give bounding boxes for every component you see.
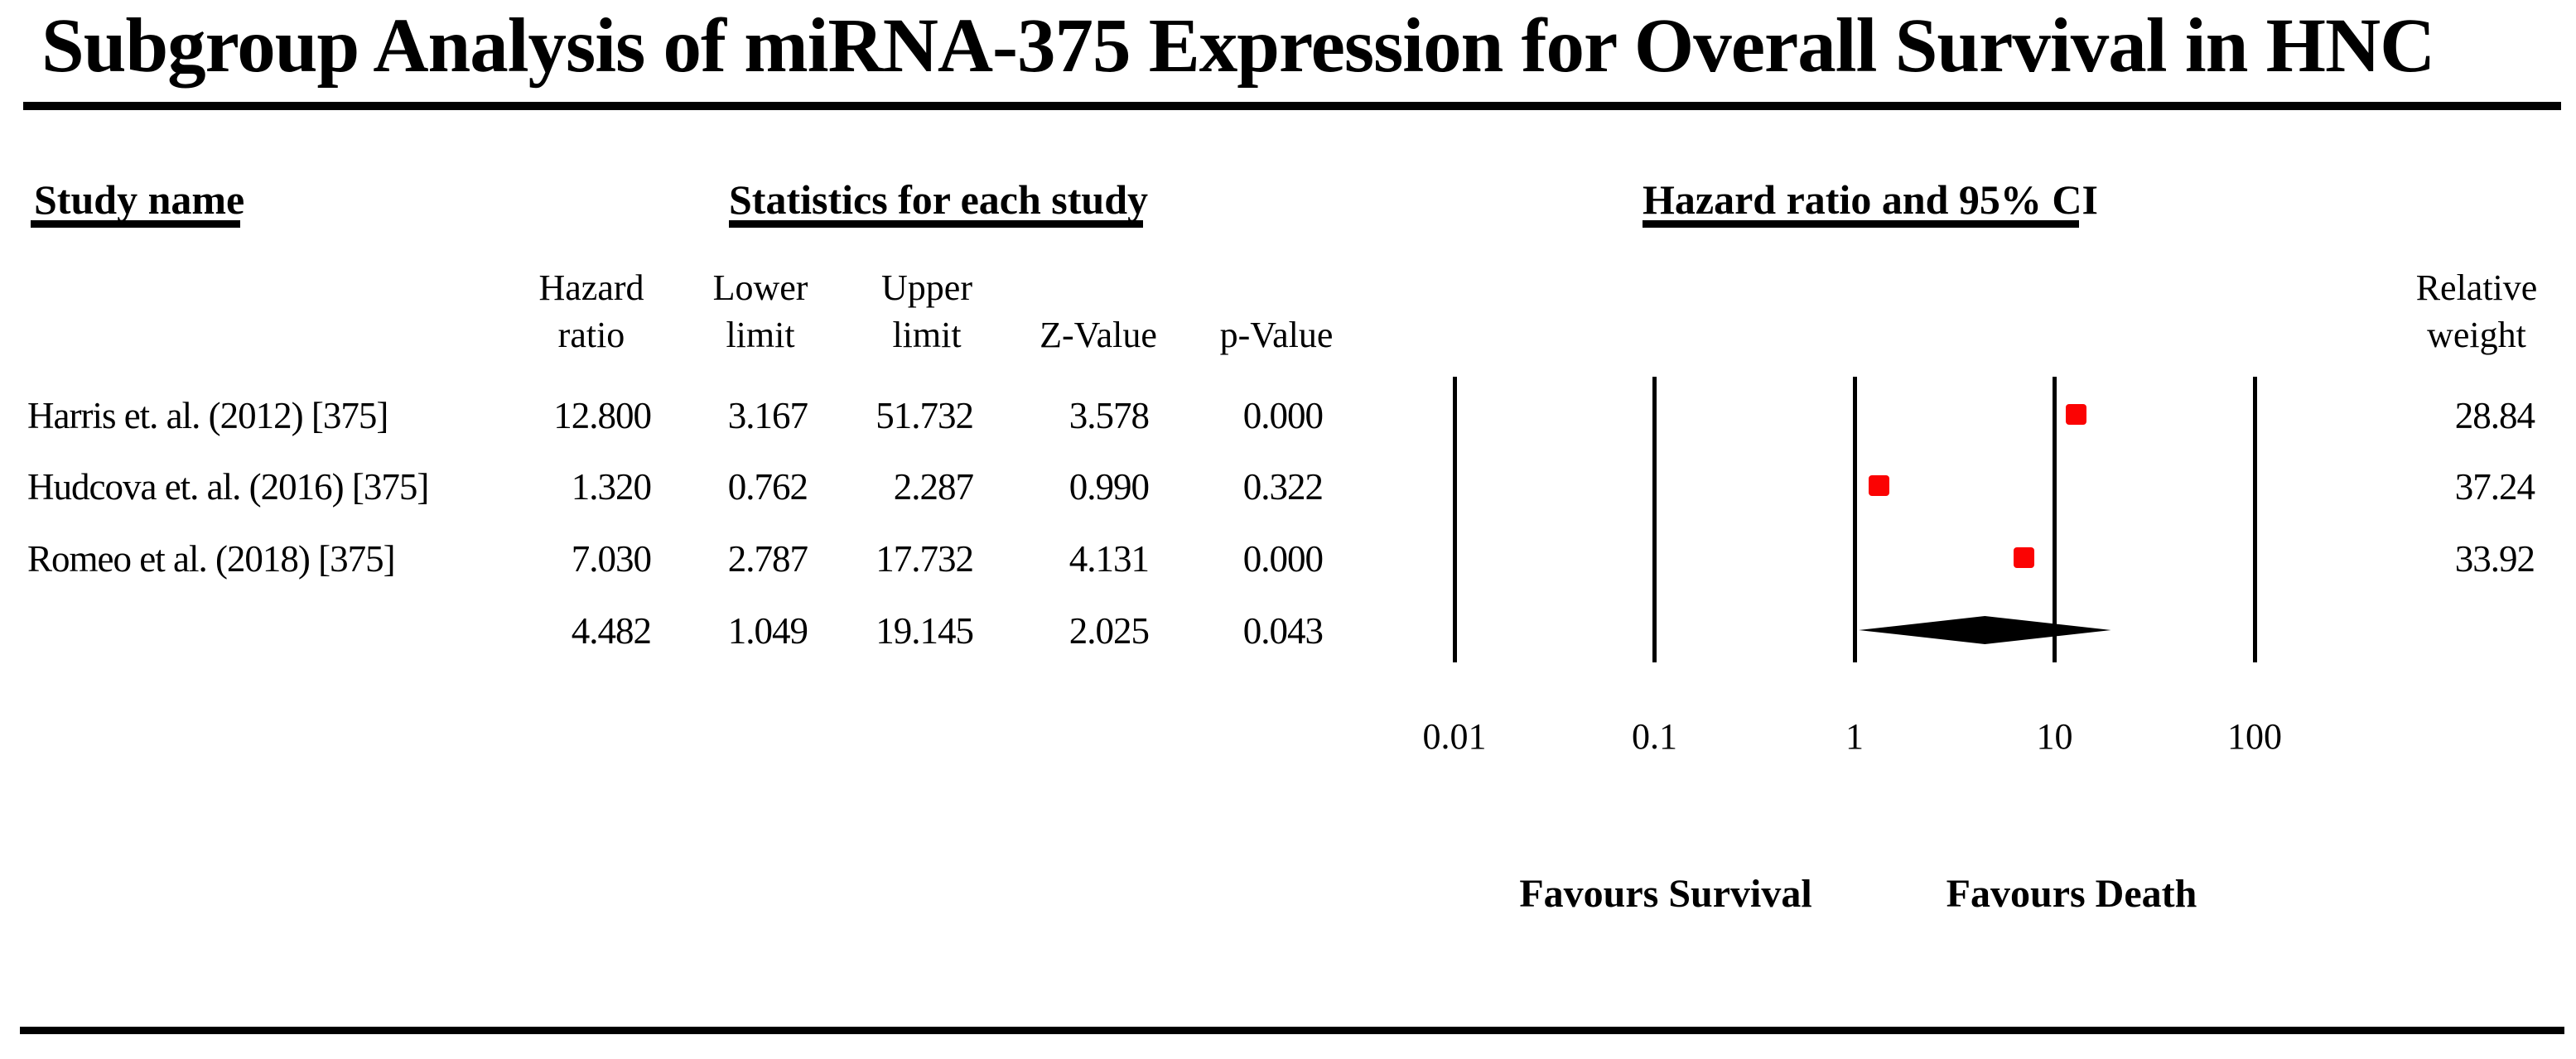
column-header-lower-line1: Lower (712, 267, 808, 308)
stat-value-z_value: 0.990 (1069, 466, 1150, 508)
axis-gridline-1 (1852, 377, 1857, 662)
relative-weight-value: 37.24 (2454, 466, 2535, 508)
column-header-lower-limit: Lower limit (636, 264, 885, 359)
stat-value-z_value: 4.131 (1069, 538, 1150, 580)
pooled-stat-value-upper_limit: 19.145 (876, 610, 974, 652)
stat-value-lower_limit: 2.787 (727, 538, 808, 580)
section-header-hazard-ci: Hazard ratio and 95% CI (1643, 176, 2098, 223)
stat-value-upper_limit: 17.732 (876, 538, 974, 580)
column-header-lower-line2: limit (726, 315, 795, 355)
axis-gridline-0.1 (1652, 377, 1657, 662)
axis-tick-label: 100 (2227, 716, 2282, 757)
section-header-study-name: Study name (34, 176, 245, 223)
relative-weight-value: 33.92 (2454, 538, 2535, 580)
column-header-hazard-ratio: Hazard ratio (467, 264, 716, 359)
axis-tick-label: 0.01 (1422, 716, 1487, 757)
study-name-underline (31, 220, 240, 228)
stat-value-p_value: 0.322 (1242, 466, 1324, 508)
hr-point-marker (1868, 474, 1889, 496)
column-header-hazard-line1: Hazard (538, 267, 644, 308)
stat-value-lower_limit: 3.167 (727, 395, 808, 436)
hazard-ci-underline (1643, 220, 2079, 228)
study-name-label: Romeo et al. (2018) [375] (27, 538, 396, 580)
favours-death-label: Favours Death (1946, 872, 2197, 916)
stat-value-p_value: 0.000 (1242, 395, 1324, 436)
column-header-z-value: Z-Value (1040, 315, 1157, 355)
stat-value-hazard_ratio: 7.030 (571, 538, 652, 580)
axis-tick-label: 10 (2036, 716, 2073, 757)
pooled-stat-value-lower_limit: 1.049 (727, 610, 808, 652)
relative-weight-value: 28.84 (2454, 395, 2535, 436)
hr-point-marker (2065, 403, 2086, 425)
top-divider (23, 102, 2561, 110)
stat-value-hazard_ratio: 1.320 (571, 466, 652, 508)
column-header-weight-line2: weight (2427, 315, 2526, 355)
axis-tick-label: 0.1 (1632, 716, 1677, 757)
section-header-statistics: Statistics for each study (729, 176, 1149, 223)
stat-value-z_value: 3.578 (1069, 395, 1150, 436)
axis-gridline-10 (2053, 377, 2057, 662)
column-header-upper-limit: Upper limit (803, 264, 1051, 359)
bottom-divider (20, 1027, 2564, 1034)
column-header-weight-line1: Relative (2415, 267, 2538, 308)
column-header-hazard-line2: ratio (557, 315, 625, 355)
pooled-stat-value-hazard_ratio: 4.482 (571, 610, 652, 652)
hr-point-marker (2014, 546, 2035, 568)
statistics-underline (729, 220, 1143, 228)
figure-title: Subgroup Analysis of miRNA-375 Expressio… (41, 3, 2435, 89)
study-name-label: Hudcova et. al. (2016) [375] (27, 466, 429, 508)
pooled-stat-value-z_value: 2.025 (1069, 610, 1150, 652)
study-name-label: Harris et. al. (2012) [375] (27, 395, 388, 436)
axis-gridline-0.01 (1452, 377, 1457, 662)
stat-value-lower_limit: 0.762 (727, 466, 808, 508)
pooled-diamond (1859, 616, 2111, 644)
stat-value-upper_limit: 51.732 (876, 395, 974, 436)
column-header-p-value: p-Value (1219, 315, 1334, 355)
favours-survival-label: Favours Survival (1519, 872, 1812, 916)
pooled-stat-value-p_value: 0.043 (1242, 610, 1324, 652)
column-header-upper-line1: Upper (881, 267, 972, 308)
stat-value-hazard_ratio: 12.800 (553, 395, 652, 436)
stat-value-upper_limit: 2.287 (893, 466, 974, 508)
column-header-relative-weight: Relative weight (2377, 264, 2576, 359)
column-header-upper-line2: limit (892, 315, 962, 355)
stat-value-p_value: 0.000 (1242, 538, 1324, 580)
axis-tick-label: 1 (1845, 716, 1864, 757)
axis-gridline-100 (2252, 377, 2257, 662)
